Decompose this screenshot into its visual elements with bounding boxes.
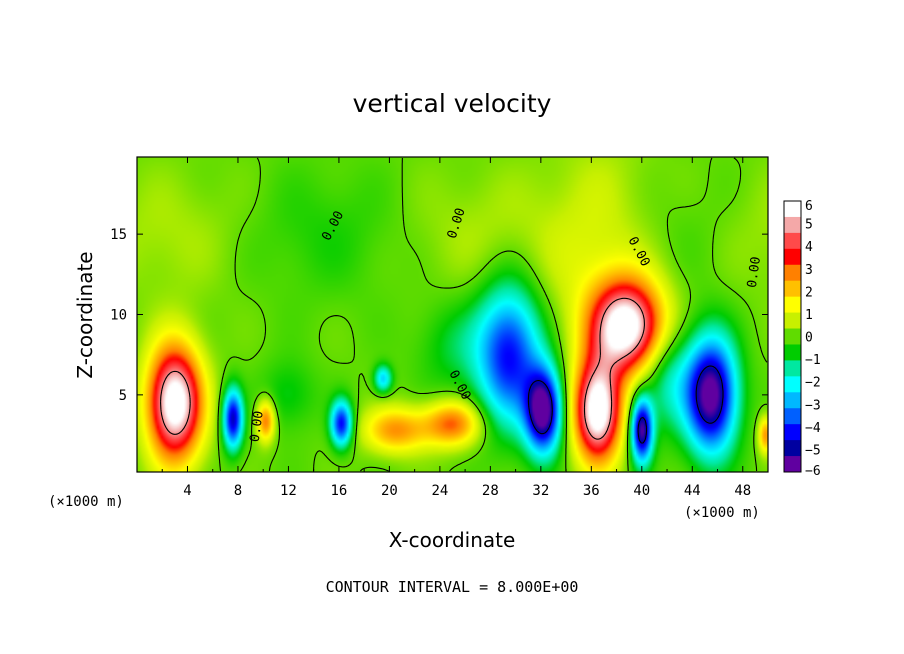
x-tick-label: 4 xyxy=(183,483,191,499)
contour-label: 0.00 xyxy=(248,410,267,443)
contour-interval-note: CONTOUR INTERVAL = 8.000E+00 xyxy=(326,578,579,596)
velocity-field xyxy=(137,157,768,472)
colorbar-swatch xyxy=(784,344,801,361)
colorbar-tick-label: −5 xyxy=(805,443,821,458)
colorbar-swatch xyxy=(784,328,801,345)
colorbar-swatch xyxy=(784,312,801,330)
colorbar-swatch xyxy=(784,376,801,393)
x-tick-label: 24 xyxy=(431,483,448,499)
colorbar-swatch xyxy=(784,424,801,441)
colorbar-swatch xyxy=(784,264,801,282)
colorbar-tick-label: −3 xyxy=(805,398,821,413)
colorbar: 6 5 4 3 2 1 0 −1 −2 −3 −4 −5 −6 xyxy=(783,199,821,479)
colorbar-tick-label: 4 xyxy=(805,240,813,255)
chart-title: vertical velocity xyxy=(353,89,552,118)
colorbar-tick-label: 2 xyxy=(805,285,813,300)
colorbar-swatch xyxy=(784,232,801,250)
colorbar-tick-label: −4 xyxy=(805,421,821,436)
y-axis-label: Z-coordinate xyxy=(73,251,97,378)
x-tick-label: 20 xyxy=(381,483,398,499)
colorbar-tick-label: −2 xyxy=(805,376,821,391)
x-tick-label: 40 xyxy=(633,483,650,499)
x-tick-label: 8 xyxy=(234,483,242,499)
plot-area: 0.00 0.000.000.000.000.00 xyxy=(136,156,769,473)
colorbar-swatch xyxy=(784,408,801,425)
colorbar-tick-label: 3 xyxy=(805,263,813,278)
x-unit-right: (×1000 m) xyxy=(684,505,760,521)
colorbar-swatch xyxy=(784,248,801,266)
x-tick-label: 32 xyxy=(532,483,549,499)
contour-line xyxy=(527,365,724,444)
colorbar-swatch xyxy=(784,296,801,314)
colorbar-tick-label: −6 xyxy=(805,464,821,479)
x-tick-label: 48 xyxy=(734,483,751,499)
x-tick-label: 12 xyxy=(280,483,297,499)
contour-line xyxy=(217,157,768,472)
x-axis-label: X-coordinate xyxy=(389,528,516,552)
colorbar-swatch xyxy=(784,280,801,298)
x-axis: 4 8 12 16 20 24 28 32 36 40 44 48 xyxy=(161,157,751,499)
y-axis: 5 10 15 xyxy=(110,227,768,404)
colorbar-frame xyxy=(783,200,802,473)
contour-label: 0.00 xyxy=(745,256,764,289)
colorbar-tick-label: 5 xyxy=(805,218,813,233)
colorbar-swatch xyxy=(784,456,801,473)
colorbar-swatch xyxy=(784,201,801,218)
colorbar-tick-label: −1 xyxy=(805,353,821,368)
colorbar-swatch xyxy=(784,440,801,457)
y-tick-label: 5 xyxy=(119,388,127,404)
contour-line xyxy=(160,297,645,440)
colorbar-swatch xyxy=(784,392,801,409)
x-unit-left: (×1000 m) xyxy=(48,494,124,510)
colorbar-tick-label: 6 xyxy=(805,199,813,214)
x-tick-label: 28 xyxy=(482,483,499,499)
colorbar-swatch xyxy=(784,216,801,234)
contour-lines xyxy=(160,157,768,472)
colorbar-tick-label: 1 xyxy=(805,308,813,323)
colorbar-tick-label: 0 xyxy=(805,331,813,346)
colorbar-swatch xyxy=(784,360,801,377)
y-tick-label: 15 xyxy=(110,227,127,243)
x-tick-label: 44 xyxy=(684,483,701,499)
x-tick-label: 16 xyxy=(330,483,347,499)
x-tick-label: 36 xyxy=(583,483,600,499)
y-tick-label: 10 xyxy=(110,308,127,324)
